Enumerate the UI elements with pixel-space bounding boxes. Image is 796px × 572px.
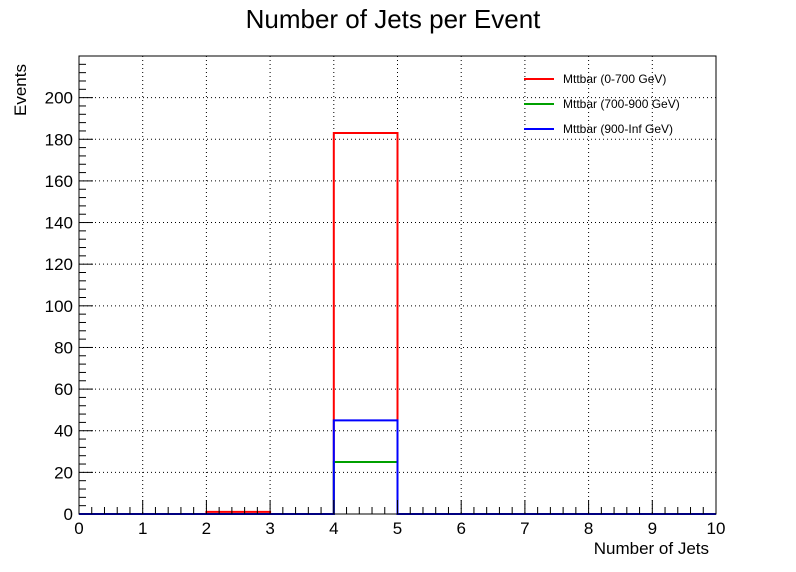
legend-entry-1: Mttbar (0-700 GeV)	[563, 72, 666, 86]
legend-entry-3: Mttbar (900-Inf GeV)	[563, 122, 673, 136]
y-tick-label: 160	[45, 172, 73, 191]
x-tick-label: 4	[329, 519, 338, 538]
x-tick-label: 2	[202, 519, 211, 538]
x-tick-label: 8	[584, 519, 593, 538]
x-tick-label: 6	[456, 519, 465, 538]
x-tick-label: 5	[393, 519, 402, 538]
x-tick-label: 0	[74, 519, 83, 538]
x-tick-label: 9	[648, 519, 657, 538]
y-tick-label: 200	[45, 89, 73, 108]
y-tick-label: 180	[45, 130, 73, 149]
legend-entry-2: Mttbar (700-900 GeV)	[563, 97, 680, 111]
series-layer	[79, 132, 716, 515]
y-tick-label: 140	[45, 214, 73, 233]
x-tick-label: 1	[138, 519, 147, 538]
legend: Mttbar (0-700 GeV) Mttbar (700-900 GeV) Mt…	[524, 72, 680, 136]
y-tick-label: 20	[54, 463, 73, 482]
chart-title: Number of Jets per Event	[246, 4, 542, 34]
y-tick-label: 120	[45, 255, 73, 274]
x-tick-label: 10	[707, 519, 726, 538]
histogram-series-3	[79, 419, 716, 515]
y-tick-label: 0	[64, 505, 73, 524]
x-tick-label: 3	[265, 519, 274, 538]
y-tick-label: 60	[54, 380, 73, 399]
x-axis-label: Number of Jets	[594, 539, 709, 558]
y-axis-label: Events	[11, 64, 30, 116]
y-tick-label: 40	[54, 422, 73, 441]
y-tick-label: 80	[54, 338, 73, 357]
x-tick-label: 7	[520, 519, 529, 538]
y-tick-label: 100	[45, 297, 73, 316]
